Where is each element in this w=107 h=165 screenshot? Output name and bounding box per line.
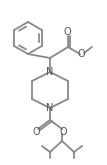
Text: O: O: [59, 127, 67, 137]
Text: N: N: [46, 67, 54, 77]
Text: O: O: [32, 127, 40, 137]
Text: O: O: [63, 27, 71, 37]
Text: O: O: [77, 49, 85, 59]
Text: N: N: [46, 103, 54, 113]
